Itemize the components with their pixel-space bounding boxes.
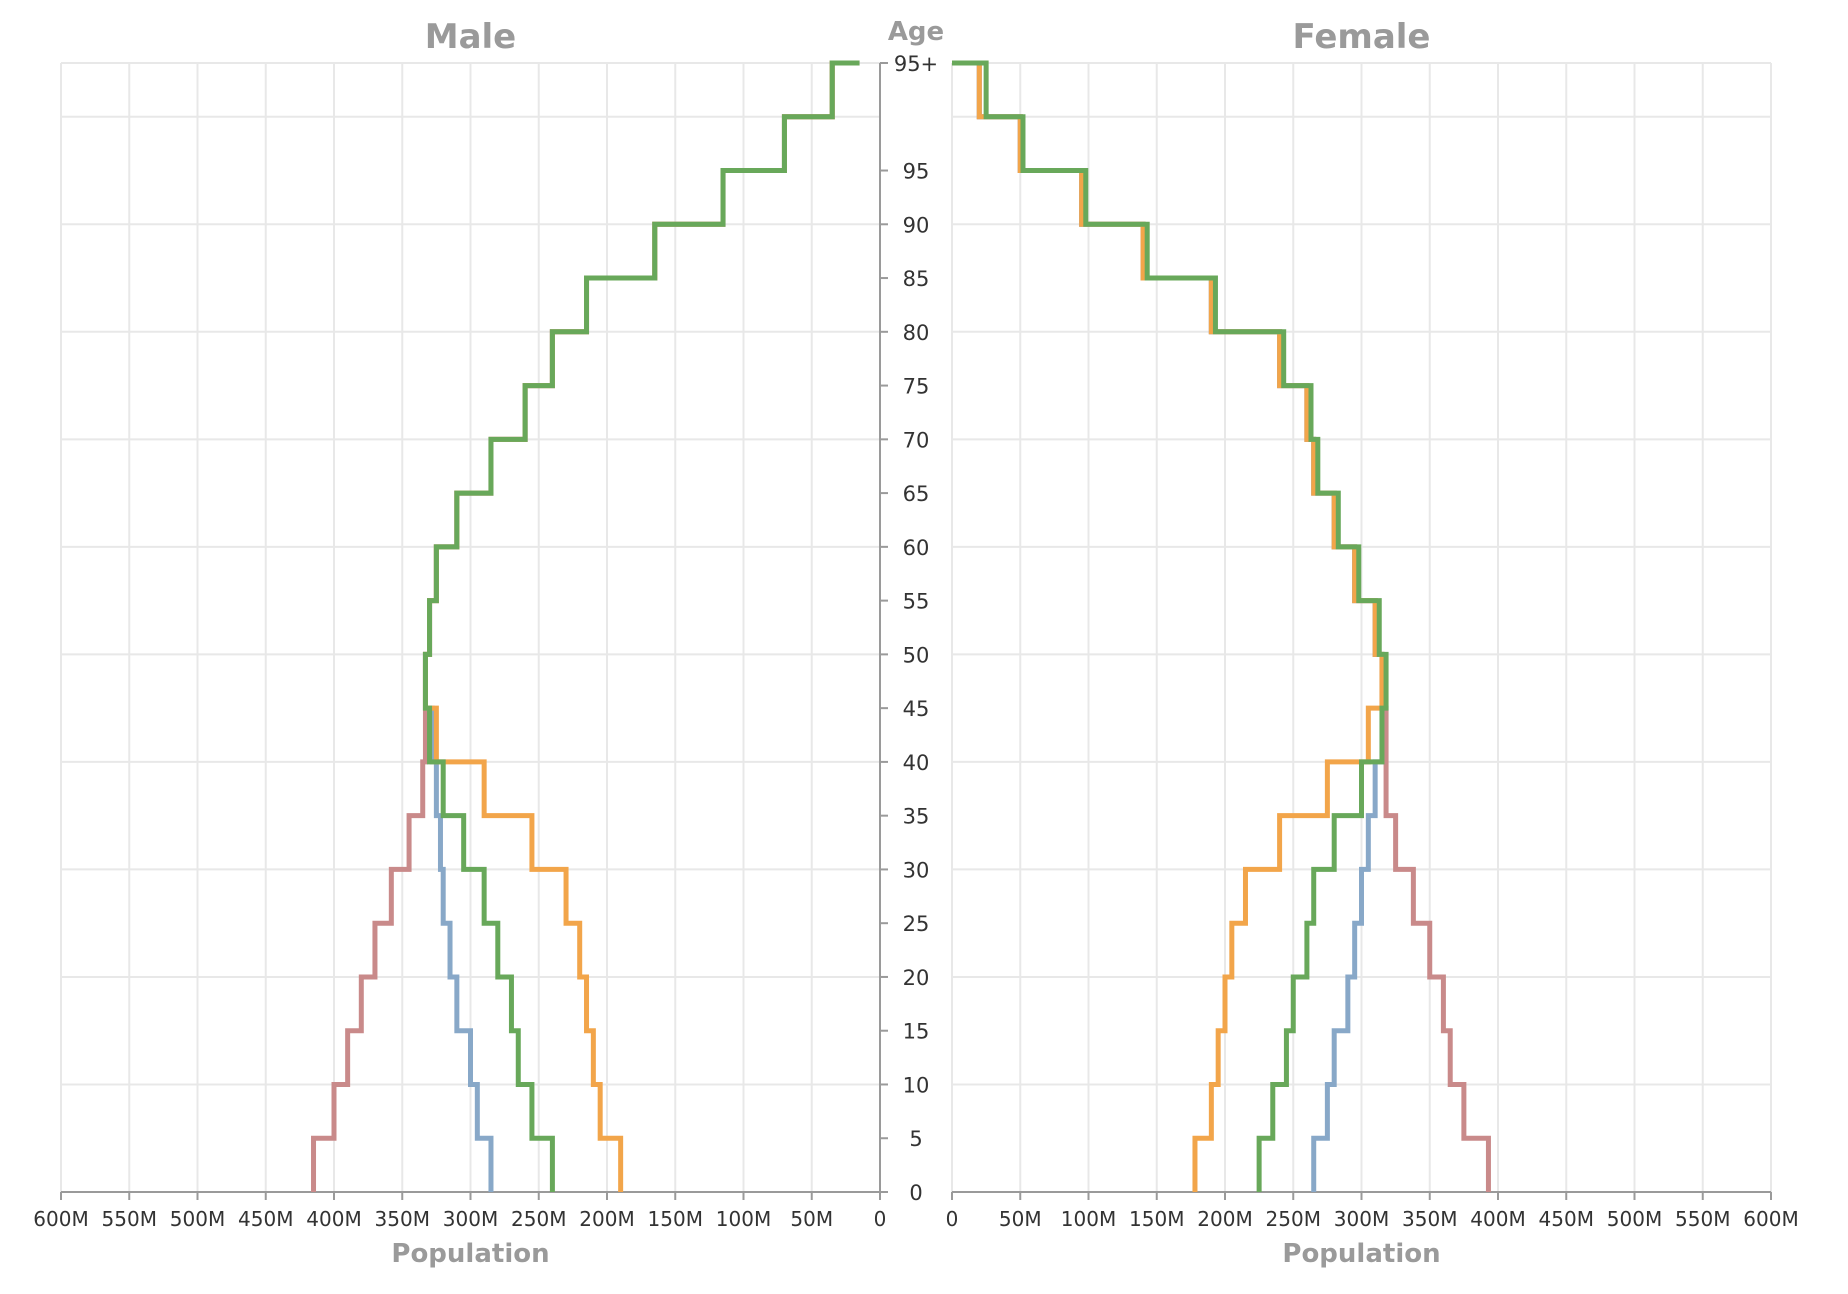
male-series-line <box>422 60 860 1192</box>
female-x-tick-label: 450M <box>1539 1207 1594 1231</box>
male-x-tick-label: 350M <box>375 1207 430 1231</box>
age-tick-label: 20 <box>903 966 930 990</box>
male-x-tick-label: 450M <box>238 1207 293 1231</box>
female-x-tick-label: 400M <box>1470 1207 1525 1231</box>
female-series-line <box>952 60 1385 1192</box>
age-tick-label: 30 <box>903 858 930 882</box>
age-tick-label: 80 <box>903 321 930 345</box>
male-x-tick-label: 400M <box>306 1207 361 1231</box>
age-tick-label: 85 <box>903 267 930 291</box>
male-series-line <box>422 60 860 1192</box>
female-x-tick-label: 300M <box>1334 1207 1389 1231</box>
age-tick-label: 90 <box>903 213 930 237</box>
age-tick-label: 25 <box>903 912 930 936</box>
male-x-tick-label: 50M <box>790 1207 833 1231</box>
age-tick-label: 45 <box>903 697 930 721</box>
male-x-tick-label: 0 <box>874 1207 887 1231</box>
male-x-tick-label: 500M <box>170 1207 225 1231</box>
age-tick-label: 0 <box>909 1181 922 1205</box>
age-tick-label: 10 <box>903 1073 930 1097</box>
female-x-axis-title: Population <box>1282 1239 1440 1269</box>
male-x-tick-label: 150M <box>648 1207 703 1231</box>
label-layer: Male Female Age 0 5 10 15 20 25 30 35 40 45 50 55 60 65 7… <box>33 17 1798 1269</box>
female-x-tick-label: 150M <box>1129 1207 1184 1231</box>
female-x-tick-label: 0 <box>946 1207 959 1231</box>
age-tick-label: 15 <box>903 1020 930 1044</box>
age-tick-label: 95 <box>903 160 930 184</box>
age-tick-label: 75 <box>903 375 930 399</box>
male-x-axis-title: Population <box>391 1239 549 1269</box>
age-axis-title: Age <box>888 17 944 47</box>
age-tick-label: 95+ <box>894 52 938 76</box>
age-tick-label: 50 <box>903 643 930 667</box>
male-x-tick-label: 600M <box>33 1207 88 1231</box>
age-tick-label: 70 <box>903 428 930 452</box>
male-panel-title: Male <box>425 17 517 57</box>
male-x-tick-label: 100M <box>716 1207 771 1231</box>
female-x-tick-label: 600M <box>1743 1207 1798 1231</box>
female-panel-title: Female <box>1293 17 1431 57</box>
male-x-tick-label: 200M <box>579 1207 634 1231</box>
female-x-tick-label: 100M <box>1061 1207 1116 1231</box>
axis-layer <box>60 62 1772 1200</box>
series-layer <box>311 60 1491 1192</box>
male-x-tick-label: 300M <box>443 1207 498 1231</box>
age-tick-label: 60 <box>903 536 930 560</box>
male-series-line <box>422 60 860 1192</box>
female-series-line <box>952 60 1491 1192</box>
female-x-tick-label: 550M <box>1675 1207 1730 1231</box>
female-x-tick-label: 200M <box>1197 1207 1252 1231</box>
age-tick-label: 55 <box>903 590 930 614</box>
age-tick-label: 5 <box>909 1127 922 1151</box>
female-series-line <box>952 60 1389 1192</box>
age-tick-label: 65 <box>903 482 930 506</box>
female-series-line <box>952 60 1385 1192</box>
female-x-tick-label: 500M <box>1607 1207 1662 1231</box>
female-x-tick-label: 50M <box>999 1207 1042 1231</box>
male-x-tick-label: 250M <box>511 1207 566 1231</box>
female-x-tick-label: 250M <box>1266 1207 1321 1231</box>
age-tick-label: 35 <box>903 805 930 829</box>
male-x-tick-label: 550M <box>102 1207 157 1231</box>
female-x-tick-label: 350M <box>1402 1207 1457 1231</box>
age-tick-label: 40 <box>903 751 930 775</box>
